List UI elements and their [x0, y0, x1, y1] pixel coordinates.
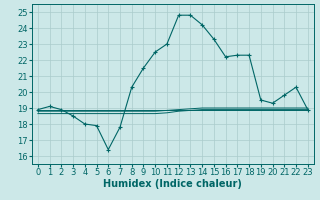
X-axis label: Humidex (Indice chaleur): Humidex (Indice chaleur)	[103, 179, 242, 189]
